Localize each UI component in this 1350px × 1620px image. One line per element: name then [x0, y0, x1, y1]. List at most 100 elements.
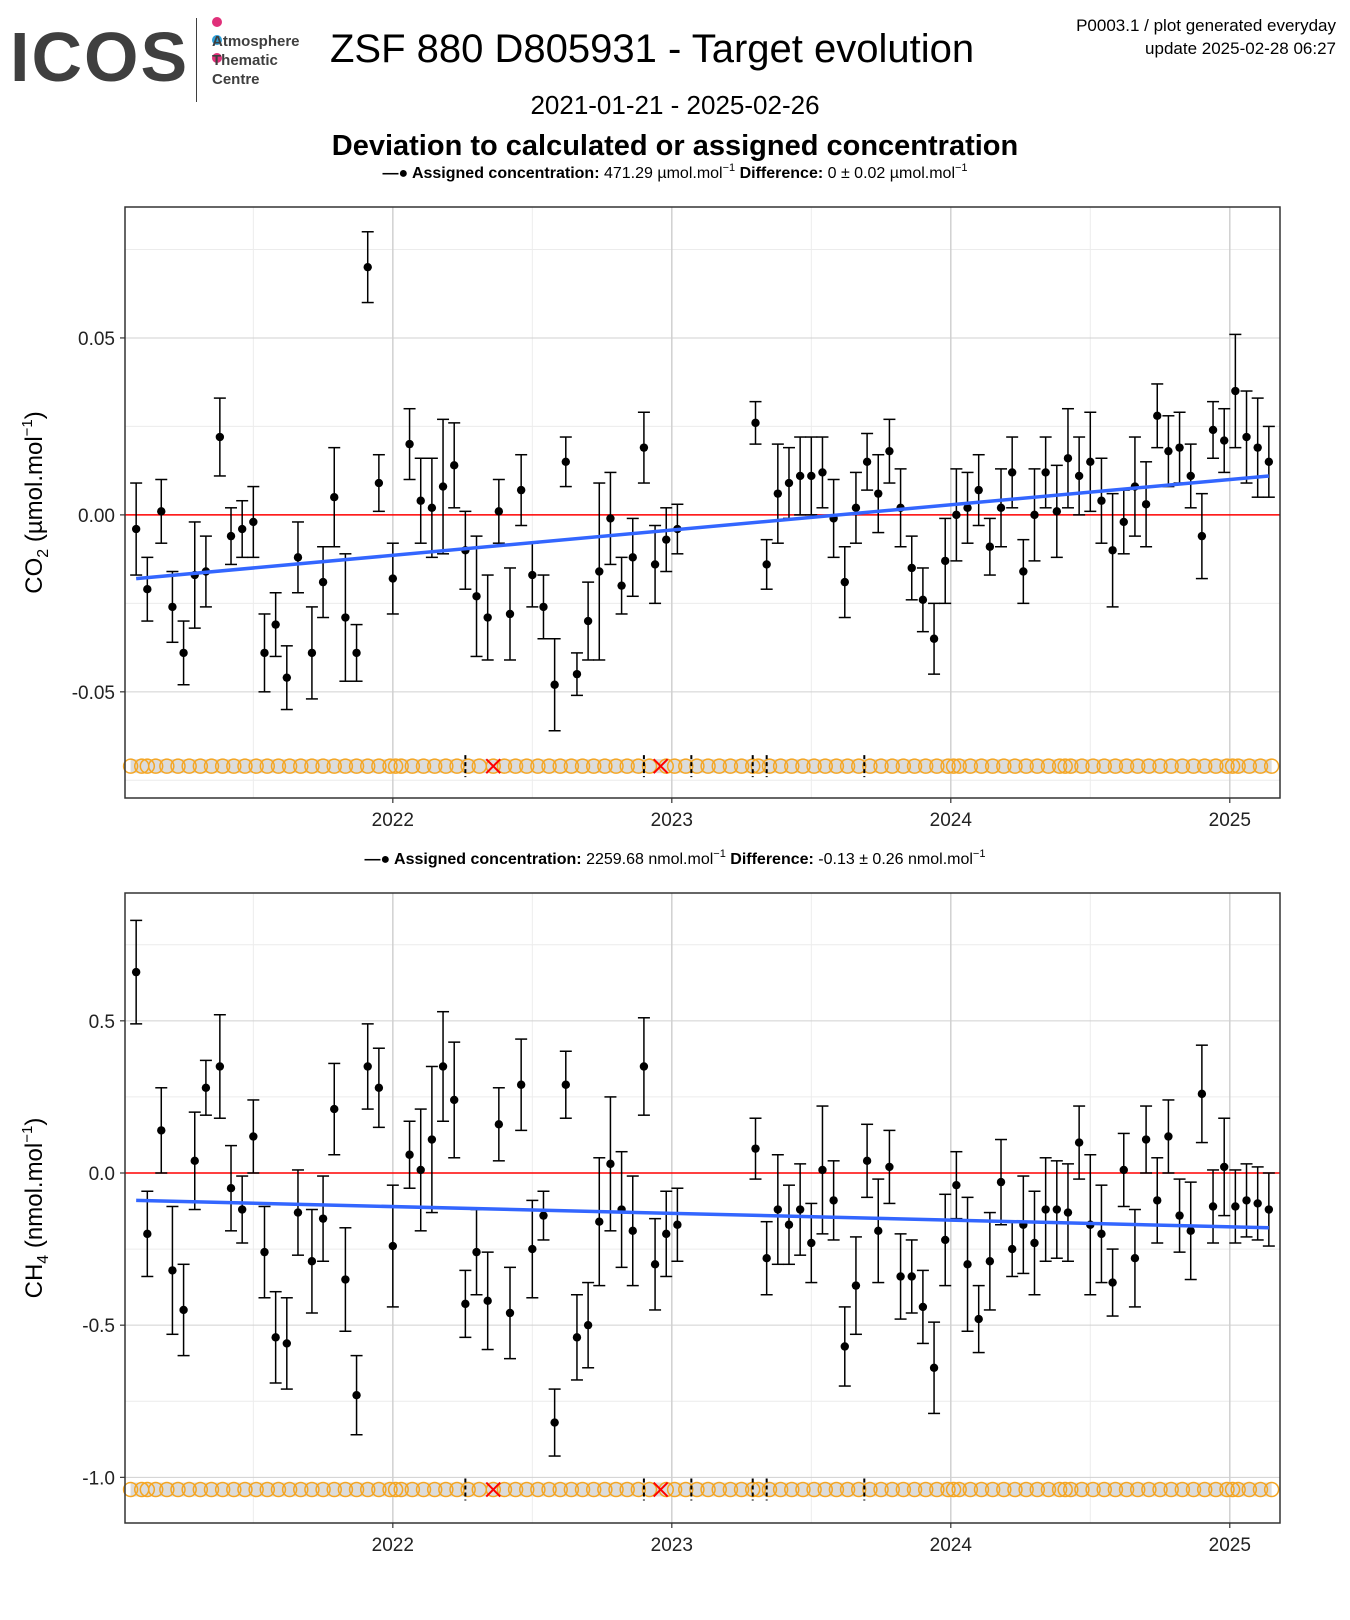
- flag-circle: [895, 1481, 912, 1498]
- data-point: [539, 602, 548, 612]
- data-point: [201, 1083, 211, 1092]
- flag-circle: [382, 1481, 398, 1498]
- data-point: [450, 1095, 459, 1105]
- flag-circle: [507, 1481, 524, 1498]
- data-point: [1231, 1202, 1240, 1211]
- y-axis-title-main: CH: [21, 1264, 48, 1299]
- flag-circle: [700, 1481, 716, 1498]
- data-point: [1197, 1089, 1207, 1099]
- flag-circle: [658, 758, 674, 774]
- flag-circle: [678, 1481, 694, 1498]
- data-point: [572, 1333, 582, 1342]
- flag-circle: [530, 758, 546, 774]
- flag-circle: [772, 1481, 789, 1498]
- y-tick-label: -0.5: [82, 1316, 115, 1337]
- flag-circle: [666, 1481, 683, 1498]
- flag-circle: [641, 758, 658, 774]
- flag-circle: [404, 758, 421, 774]
- flag-circle: [761, 758, 778, 774]
- flag-circle: [1063, 1481, 1079, 1498]
- flag-circle: [170, 1481, 186, 1498]
- flag-circle: [597, 1481, 613, 1498]
- chart-subtitle: Deviation to calculated or assigned conc…: [331, 130, 1019, 162]
- data-point: [1063, 454, 1073, 463]
- data-point: [550, 680, 559, 689]
- data-point: [1220, 436, 1229, 445]
- data-point: [282, 1339, 292, 1348]
- flag-circle: [1051, 1481, 1068, 1498]
- data-point: [179, 648, 188, 658]
- flag-circle: [906, 758, 923, 774]
- data-point: [639, 443, 649, 452]
- flag-circle: [884, 758, 900, 774]
- flag-circle: [359, 1481, 376, 1498]
- flag-circle: [541, 758, 557, 774]
- panel-border: [124, 892, 1281, 1524]
- flag-circle: [404, 1481, 421, 1498]
- flag-circle: [945, 758, 962, 774]
- flag-circle: [1252, 1481, 1269, 1498]
- data-point: [851, 1281, 861, 1290]
- legend: —● Assigned concentration: 2259.68 nmol.…: [365, 848, 986, 868]
- data-point: [438, 1062, 448, 1071]
- flag-circle: [382, 758, 398, 774]
- logo-separator: [196, 18, 197, 102]
- data-point: [1141, 1135, 1151, 1144]
- y-axis-title-unit: (nmol.mol: [21, 1143, 48, 1255]
- data-point: [1052, 1205, 1062, 1214]
- data-point: [374, 1083, 384, 1092]
- flag-circle: [817, 758, 834, 774]
- data-point: [282, 673, 292, 682]
- data-point: [896, 1272, 905, 1281]
- flag-circle: [1063, 758, 1079, 774]
- data-point: [1108, 546, 1117, 555]
- flag-circle: [122, 1481, 139, 1498]
- data-point: [388, 1241, 398, 1251]
- flag-circle: [122, 758, 139, 774]
- flag-circle: [270, 1481, 287, 1498]
- flag-circle: [1224, 1481, 1241, 1498]
- x-tick-label: 2023: [651, 810, 693, 831]
- flag-circle: [585, 758, 602, 774]
- data-point: [1041, 468, 1050, 477]
- rejected-mark: [652, 1481, 669, 1498]
- data-point: [1119, 517, 1128, 527]
- flag-circle: [237, 758, 253, 774]
- logo-wordmark: ICOS: [10, 18, 190, 96]
- data-point: [773, 1205, 783, 1214]
- flag-circle: [393, 758, 409, 774]
- flag-circle: [1118, 758, 1135, 774]
- data-point: [1164, 446, 1173, 456]
- flag-circle: [906, 1481, 923, 1498]
- data-point: [807, 1238, 816, 1248]
- flag-circle: [387, 1481, 404, 1498]
- legend-diff-value: 0 ± 0.02 µmol.mol: [828, 165, 955, 182]
- flag-circle: [973, 758, 990, 774]
- data-point: [1130, 1254, 1140, 1263]
- data-point: [330, 492, 339, 502]
- data-point: [840, 577, 849, 587]
- data-point: [1030, 510, 1039, 520]
- data-point: [952, 510, 961, 520]
- data-point: [341, 613, 350, 622]
- data-point: [818, 1165, 827, 1175]
- flag-circle: [387, 758, 404, 774]
- data-point: [874, 489, 883, 498]
- data-point: [941, 1235, 950, 1245]
- data-point: [1007, 1244, 1017, 1254]
- data-point: [874, 1226, 883, 1236]
- flag-circle: [147, 758, 164, 774]
- flag-circle: [750, 758, 767, 774]
- x-tick-label: 2024: [930, 810, 973, 831]
- flag-circle: [585, 1481, 602, 1498]
- meta-line-1: P0003.1 / plot generated everyday: [1076, 16, 1336, 35]
- data-point: [606, 514, 615, 523]
- data-point: [996, 503, 1006, 513]
- flag-circle: [973, 1481, 990, 1498]
- flag-circle: [666, 758, 683, 774]
- flag-circle: [962, 1481, 979, 1498]
- flag-circle: [678, 758, 694, 774]
- y-axis-title: CH4 (nmol.mol−1): [19, 1118, 52, 1299]
- y-axis-title-sub: 2: [35, 549, 52, 558]
- flag-circle: [293, 758, 309, 774]
